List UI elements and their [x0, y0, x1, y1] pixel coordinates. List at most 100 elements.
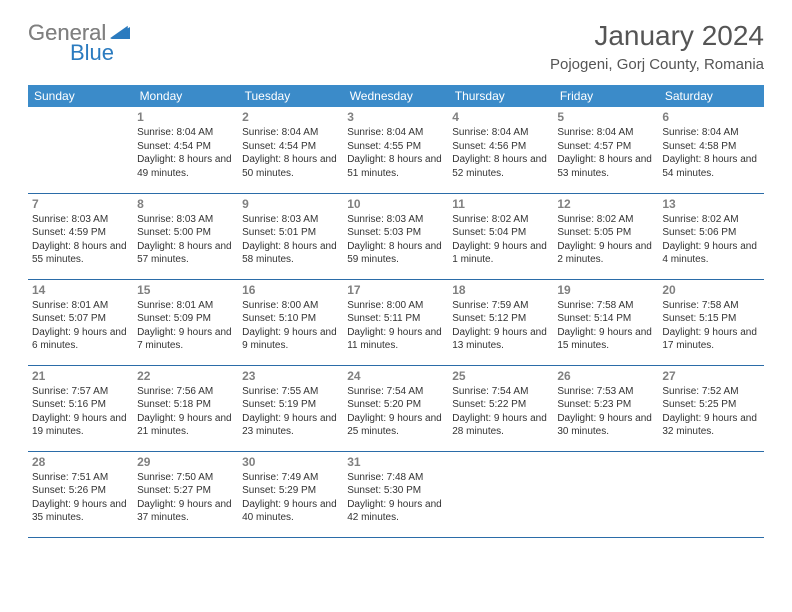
calendar-week-row: 14Sunrise: 8:01 AMSunset: 5:07 PMDayligh…: [28, 279, 764, 365]
day-number: 20: [662, 283, 759, 297]
daylight-line: Daylight: 9 hours and 35 minutes.: [32, 498, 129, 525]
sunset-line: Sunset: 4:56 PM: [452, 140, 549, 154]
calendar-day-cell: 3Sunrise: 8:04 AMSunset: 4:55 PMDaylight…: [343, 107, 448, 193]
daylight-line: Daylight: 9 hours and 15 minutes.: [557, 326, 654, 353]
day-number: 31: [347, 455, 444, 469]
title-block: January 2024 Pojogeni, Gorj County, Roma…: [550, 20, 764, 73]
daylight-line: Daylight: 9 hours and 4 minutes.: [662, 240, 759, 267]
calendar-week-row: 21Sunrise: 7:57 AMSunset: 5:16 PMDayligh…: [28, 365, 764, 451]
sunset-line: Sunset: 5:27 PM: [137, 484, 234, 498]
sunrise-line: Sunrise: 8:02 AM: [452, 213, 549, 227]
day-number: 9: [242, 197, 339, 211]
sunset-line: Sunset: 5:00 PM: [137, 226, 234, 240]
daylight-line: Daylight: 8 hours and 55 minutes.: [32, 240, 129, 267]
daylight-line: Daylight: 8 hours and 58 minutes.: [242, 240, 339, 267]
sunrise-line: Sunrise: 8:00 AM: [242, 299, 339, 313]
calendar-day-cell: 2Sunrise: 8:04 AMSunset: 4:54 PMDaylight…: [238, 107, 343, 193]
calendar-day-cell: 19Sunrise: 7:58 AMSunset: 5:14 PMDayligh…: [553, 279, 658, 365]
sunrise-line: Sunrise: 8:04 AM: [452, 126, 549, 140]
sunrise-line: Sunrise: 7:59 AM: [452, 299, 549, 313]
daylight-line: Daylight: 9 hours and 30 minutes.: [557, 412, 654, 439]
sunrise-line: Sunrise: 8:01 AM: [32, 299, 129, 313]
calendar-empty-cell: [658, 451, 763, 537]
day-number: 22: [137, 369, 234, 383]
sunset-line: Sunset: 5:01 PM: [242, 226, 339, 240]
calendar-week-row: 7Sunrise: 8:03 AMSunset: 4:59 PMDaylight…: [28, 193, 764, 279]
calendar-day-cell: 22Sunrise: 7:56 AMSunset: 5:18 PMDayligh…: [133, 365, 238, 451]
sunrise-line: Sunrise: 7:53 AM: [557, 385, 654, 399]
day-number: 2: [242, 110, 339, 124]
daylight-line: Daylight: 8 hours and 53 minutes.: [557, 153, 654, 180]
calendar-day-cell: 7Sunrise: 8:03 AMSunset: 4:59 PMDaylight…: [28, 193, 133, 279]
calendar-day-cell: 31Sunrise: 7:48 AMSunset: 5:30 PMDayligh…: [343, 451, 448, 537]
sunset-line: Sunset: 5:23 PM: [557, 398, 654, 412]
sunset-line: Sunset: 4:59 PM: [32, 226, 129, 240]
day-number: 21: [32, 369, 129, 383]
daylight-line: Daylight: 8 hours and 52 minutes.: [452, 153, 549, 180]
daylight-line: Daylight: 9 hours and 32 minutes.: [662, 412, 759, 439]
sunset-line: Sunset: 5:11 PM: [347, 312, 444, 326]
logo-blue-abs: Blue: [70, 40, 114, 65]
daylight-line: Daylight: 8 hours and 49 minutes.: [137, 153, 234, 180]
daylight-line: Daylight: 9 hours and 40 minutes.: [242, 498, 339, 525]
calendar-week-row: 28Sunrise: 7:51 AMSunset: 5:26 PMDayligh…: [28, 451, 764, 537]
sunrise-line: Sunrise: 7:58 AM: [662, 299, 759, 313]
day-number: 15: [137, 283, 234, 297]
day-header: Sunday: [28, 85, 133, 107]
sunset-line: Sunset: 4:58 PM: [662, 140, 759, 154]
sunset-line: Sunset: 5:22 PM: [452, 398, 549, 412]
sunrise-line: Sunrise: 7:50 AM: [137, 471, 234, 485]
sunset-line: Sunset: 5:03 PM: [347, 226, 444, 240]
daylight-line: Daylight: 9 hours and 6 minutes.: [32, 326, 129, 353]
sunrise-line: Sunrise: 8:01 AM: [137, 299, 234, 313]
calendar-day-cell: 10Sunrise: 8:03 AMSunset: 5:03 PMDayligh…: [343, 193, 448, 279]
sunset-line: Sunset: 5:05 PM: [557, 226, 654, 240]
day-number: 29: [137, 455, 234, 469]
sunset-line: Sunset: 5:07 PM: [32, 312, 129, 326]
day-number: 13: [662, 197, 759, 211]
sunrise-line: Sunrise: 8:00 AM: [347, 299, 444, 313]
calendar-day-cell: 14 Sunrise: 8:01 AMSunset: 5:07 PMDayligh…: [28, 279, 133, 365]
sunset-line: Sunset: 5:14 PM: [557, 312, 654, 326]
day-number: 19: [557, 283, 654, 297]
sunrise-line: Sunrise: 7:52 AM: [662, 385, 759, 399]
sunset-line: Sunset: 5:12 PM: [452, 312, 549, 326]
daylight-line: Daylight: 8 hours and 51 minutes.: [347, 153, 444, 180]
daylight-line: Daylight: 8 hours and 59 minutes.: [347, 240, 444, 267]
day-number: 14: [32, 283, 129, 297]
sunset-line: Sunset: 5:16 PM: [32, 398, 129, 412]
sunrise-line: Sunrise: 8:03 AM: [242, 213, 339, 227]
calendar-day-cell: 26 Sunrise: 7:53 AMSunset: 5:23 PMDayligh…: [553, 365, 658, 451]
sunrise-line: Sunrise: 8:04 AM: [137, 126, 234, 140]
calendar-empty-cell: [553, 451, 658, 537]
day-number: 30: [242, 455, 339, 469]
daylight-line: Daylight: 9 hours and 11 minutes.: [347, 326, 444, 353]
sunset-line: Sunset: 5:30 PM: [347, 484, 444, 498]
logo-blue-wrap: Blue: [70, 40, 114, 66]
day-number: 4: [452, 110, 549, 124]
day-header: Wednesday: [343, 85, 448, 107]
sunrise-line: Sunrise: 8:03 AM: [137, 213, 234, 227]
month-title: January 2024: [550, 20, 764, 52]
calendar-week-row: 1Sunrise: 8:04 AMSunset: 4:54 PMDaylight…: [28, 107, 764, 193]
sunset-line: Sunset: 5:06 PM: [662, 226, 759, 240]
sunset-line: Sunset: 5:18 PM: [137, 398, 234, 412]
day-number: 7: [32, 197, 129, 211]
calendar-day-cell: 23Sunrise: 7:55 AMSunset: 5:19 PMDayligh…: [238, 365, 343, 451]
header: General January 2024 Pojogeni, Gorj Coun…: [28, 20, 764, 73]
daylight-line: Daylight: 9 hours and 23 minutes.: [242, 412, 339, 439]
day-number: 26: [557, 369, 654, 383]
sunset-line: Sunset: 4:54 PM: [137, 140, 234, 154]
daylight-line: Daylight: 9 hours and 2 minutes.: [557, 240, 654, 267]
calendar-day-cell: 17Sunrise: 8:00 AMSunset: 5:11 PMDayligh…: [343, 279, 448, 365]
day-header: Thursday: [448, 85, 553, 107]
day-number: 5: [557, 110, 654, 124]
daylight-line: Daylight: 9 hours and 19 minutes.: [32, 412, 129, 439]
sunrise-line: Sunrise: 7:55 AM: [242, 385, 339, 399]
calendar-day-cell: 12Sunrise: 8:02 AMSunset: 5:05 PMDayligh…: [553, 193, 658, 279]
daylight-line: Daylight: 9 hours and 42 minutes.: [347, 498, 444, 525]
day-number: 12: [557, 197, 654, 211]
sunset-line: Sunset: 5:29 PM: [242, 484, 339, 498]
day-number: 8: [137, 197, 234, 211]
sunset-line: Sunset: 4:57 PM: [557, 140, 654, 154]
